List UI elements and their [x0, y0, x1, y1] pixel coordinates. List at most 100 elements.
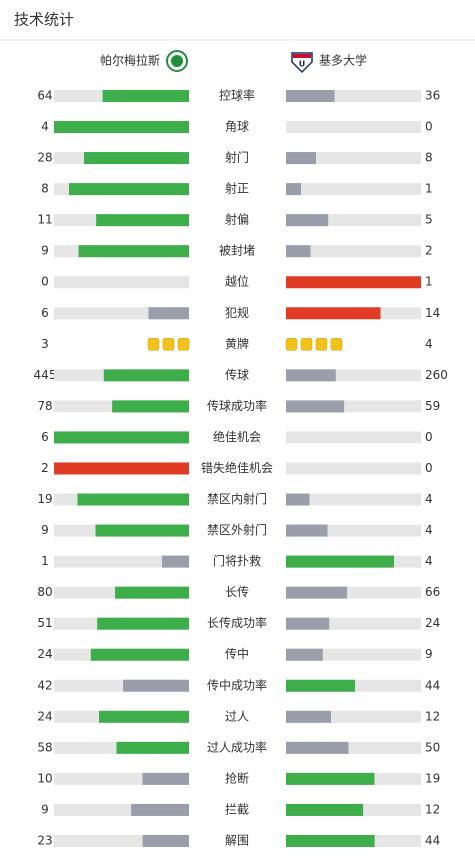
stat-label: 射正 — [225, 181, 249, 196]
away-value: 44 — [425, 833, 440, 847]
away-track — [286, 431, 421, 444]
away-value: 4 — [425, 492, 433, 506]
away-bar — [286, 307, 381, 320]
home-logo — [166, 50, 188, 72]
away-track — [286, 152, 421, 165]
stat-label: 绝佳机会 — [213, 429, 261, 444]
away-bar — [286, 772, 375, 785]
home-bar — [112, 400, 189, 413]
away-card — [300, 338, 313, 351]
away-bar — [286, 741, 349, 754]
away-team: 基多大学 — [319, 53, 367, 68]
home-value: 10 — [37, 771, 52, 785]
home-bar — [131, 803, 189, 816]
home-bar — [54, 121, 189, 134]
home-bar — [142, 834, 189, 847]
away-value: 1 — [425, 275, 433, 289]
home-value: 9 — [41, 244, 49, 258]
away-track — [286, 183, 421, 196]
stat-label: 传球成功率 — [207, 398, 267, 413]
home-value: 28 — [37, 151, 52, 165]
stat-label: 传球 — [225, 367, 249, 382]
stat-label: 角球 — [225, 120, 249, 134]
away-track — [286, 493, 421, 506]
stat-label: 黄牌 — [225, 337, 249, 351]
away-value: 9 — [425, 647, 433, 661]
home-bar — [54, 462, 189, 475]
home-value: 58 — [37, 740, 52, 754]
stat-label: 射偏 — [225, 212, 249, 227]
home-track — [54, 555, 189, 568]
away-logo: U — [291, 52, 313, 74]
home-value: 19 — [37, 492, 52, 506]
stat-label: 长传 — [225, 584, 249, 599]
away-value: 44 — [425, 678, 440, 692]
away-value: 4 — [425, 523, 433, 537]
home-track — [54, 276, 189, 289]
away-bar — [286, 276, 421, 289]
home-value: 51 — [37, 616, 52, 630]
home-card — [177, 338, 190, 351]
away-bar — [286, 493, 310, 506]
away-bar — [286, 710, 331, 723]
home-bar — [97, 617, 189, 630]
stat-label: 抢断 — [225, 770, 249, 785]
stat-label: 过人 — [225, 709, 249, 723]
home-value: 0 — [41, 275, 49, 289]
home-value: 6 — [41, 306, 49, 320]
home-card — [162, 338, 175, 351]
away-value: 36 — [425, 89, 440, 103]
away-value: 0 — [425, 120, 433, 134]
away-card — [315, 338, 328, 351]
home-bar — [77, 493, 189, 506]
away-bar — [286, 617, 330, 630]
home-bar — [96, 214, 189, 227]
away-bar — [286, 524, 328, 537]
away-value: 50 — [425, 740, 440, 754]
away-value: 12 — [425, 709, 440, 723]
home-value: 78 — [37, 399, 52, 413]
home-value: 8 — [41, 182, 49, 196]
away-track — [286, 245, 421, 258]
home-bar — [54, 431, 189, 444]
away-bar — [286, 400, 345, 413]
home-value: 9 — [41, 523, 49, 537]
away-bar — [286, 555, 394, 568]
away-value: 14 — [425, 306, 440, 320]
away-value: 4 — [425, 337, 433, 351]
stat-label: 拦截 — [225, 802, 249, 816]
stat-label: 禁区内射门 — [207, 491, 267, 506]
away-value: 260 — [425, 368, 448, 382]
stat-label: 传中 — [225, 646, 249, 661]
home-value: 9 — [41, 802, 49, 816]
away-bar — [286, 183, 301, 196]
home-value: 3 — [41, 337, 49, 351]
away-value: 66 — [425, 585, 440, 599]
stat-label: 错失绝佳机会 — [201, 460, 273, 475]
home-value: 80 — [37, 585, 52, 599]
away-value: 24 — [425, 616, 440, 630]
away-card — [330, 338, 343, 351]
away-bar — [286, 152, 316, 165]
stat-label: 禁区外射门 — [207, 522, 267, 537]
away-bar — [286, 834, 375, 847]
page-title: 技术统计 — [14, 11, 74, 29]
home-bar — [84, 152, 189, 165]
home-card — [147, 338, 160, 351]
stat-label: 控球率 — [219, 88, 255, 103]
home-value: 2 — [41, 461, 49, 475]
away-value: 0 — [425, 430, 433, 444]
away-value: 12 — [425, 802, 440, 816]
home-value: 1 — [41, 554, 49, 568]
home-bar — [102, 90, 189, 102]
stat-label: 射门 — [225, 150, 249, 165]
home-bar — [103, 369, 189, 382]
away-bar — [286, 369, 336, 382]
away-track — [286, 462, 421, 475]
stat-label: 越位 — [225, 274, 249, 289]
stat-label: 过人成功率 — [207, 739, 267, 754]
away-bar — [286, 586, 348, 599]
home-value: 64 — [37, 89, 52, 103]
home-value: 6 — [41, 430, 49, 444]
